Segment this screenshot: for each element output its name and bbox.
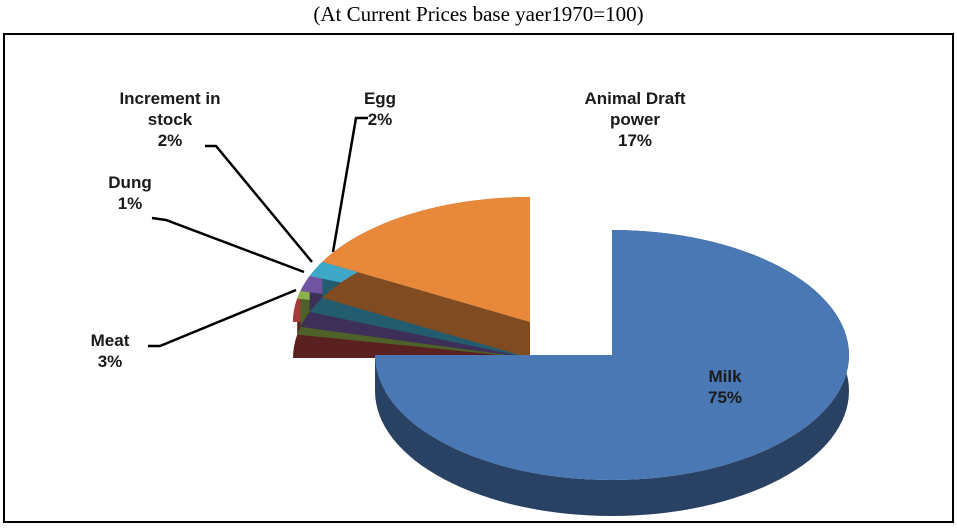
leader-line [331, 116, 368, 253]
slice-label: Increment in stock 2% [100, 88, 240, 151]
category-label: Meat [90, 331, 130, 350]
slice-label: Egg 2% [355, 88, 405, 130]
leader-line [205, 144, 313, 263]
slice-label: Dung 1% [100, 172, 160, 214]
slice-label: Milk 75% [680, 366, 770, 408]
slice [322, 197, 530, 322]
leader-line [148, 288, 297, 348]
frame [3, 33, 954, 523]
value-label: 3% [97, 352, 123, 371]
value-label: 17% [617, 131, 653, 150]
category-label: Animal Draft power [584, 89, 686, 129]
slice-label: Animal Draft power 17% [570, 88, 700, 151]
value-label: 75% [707, 388, 743, 407]
category-label: Dung [108, 173, 152, 192]
category-label: Egg [363, 89, 397, 108]
leader-lines [148, 116, 368, 348]
slice-label: Meat 3% [80, 330, 140, 372]
leader-line [151, 216, 305, 274]
value-label: 2% [157, 131, 183, 150]
category-label: Increment in stock [119, 89, 221, 129]
slice [375, 230, 849, 480]
value-label: 1% [117, 194, 143, 213]
category-label: Milk [708, 367, 742, 386]
value-label: 2% [367, 110, 393, 129]
chart-title: (At Current Prices base yaer1970=100) [313, 2, 644, 26]
